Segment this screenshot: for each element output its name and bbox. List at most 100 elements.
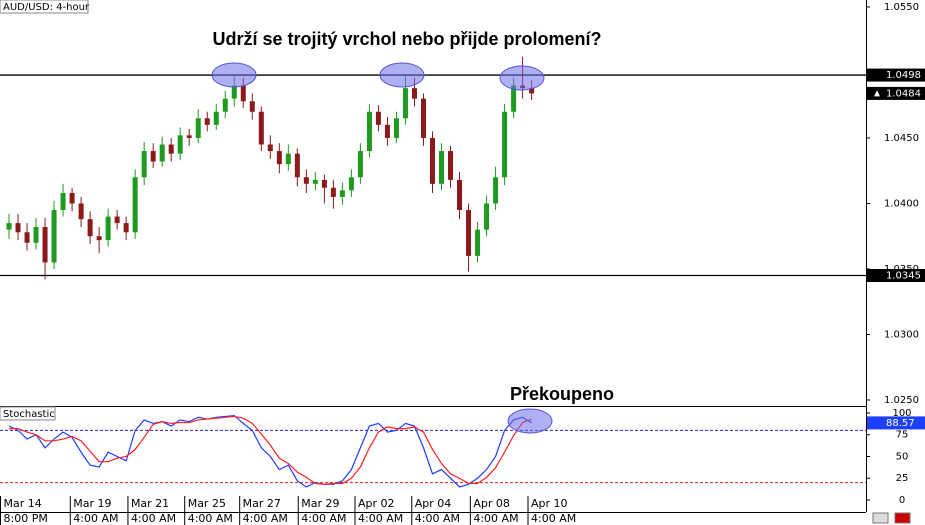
indicator-box [0,406,56,421]
y-tick-label: 1.0400 [884,198,919,209]
x-tick-label: Apr 08 [473,497,510,510]
x-tick-sublabel: 4:00 AM [358,512,403,525]
candle-body [204,118,210,125]
candle-body [78,203,84,220]
level-label: 1.0498 [886,70,921,81]
x-tick-sublabel: 4:00 AM [188,512,233,525]
candle-body [105,216,111,241]
chart-title: AUD/USD: 4-hour [3,2,90,13]
candle-body [159,144,165,162]
candle-body [420,98,426,138]
y-tick-label: 1.0550 [884,2,919,13]
y-tick-label: 0 [899,495,905,506]
level-box [867,68,925,82]
highlight [507,408,553,434]
icon[interactable] [872,512,889,524]
x-tick-sublabel: 4:00 AM [531,512,576,525]
candle-body [466,210,472,256]
candle-body [511,85,517,112]
level-box [867,269,925,283]
highlight [211,62,257,88]
candle-body [123,223,129,233]
indicator-title: Stochastic [3,409,55,420]
candle-body [141,151,147,178]
y-tick-label: 75 [896,430,909,441]
candle-body [177,135,183,154]
candle-body [502,111,508,178]
y-tick-label: 100 [892,408,911,419]
x-tick-label: Mar 19 [73,497,111,510]
x-tick-label: Apr 02 [358,497,395,510]
x-tick-label: Mar 25 [188,497,226,510]
candle-body [240,85,246,102]
x-tick-sublabel: 4:00 AM [73,512,118,525]
highlight [499,65,545,91]
candle-body [96,236,102,241]
candle-body [51,210,57,263]
x-tick-sublabel: 4:00 AM [415,512,460,525]
candle-body [321,179,327,188]
icon[interactable] [894,512,911,524]
candle-body [303,177,309,184]
y-tick-label: 1.0300 [884,329,919,340]
candle-body [132,177,138,233]
candle-body [222,98,228,112]
candle-body [357,151,363,178]
candle-body [60,192,66,211]
candle-body [475,229,481,256]
candle-body [195,118,201,138]
candle-body [448,151,454,180]
candle-body [312,179,318,184]
x-tick-sublabel: 4:00 AM [473,512,518,525]
candle-body [213,111,219,125]
candle-body [439,151,445,184]
candle-body [393,118,399,138]
x-tick-label: Mar 29 [301,497,339,510]
candle-body [493,177,499,204]
candle-body [529,88,535,94]
x-tick-sublabel: 4:00 AM [243,512,288,525]
price-label: 1.0484 [886,88,921,99]
y-tick-label: 1.0450 [884,133,919,144]
stochastic-line [9,415,532,485]
x-tick-label: Apr 04 [415,497,452,510]
candle-body [69,192,75,204]
candle-body [285,153,291,165]
price-marker [874,90,880,97]
candle-body [457,179,463,211]
annotation: Udrží se trojitý vrchol nebo přijde prol… [212,29,601,49]
candle-body [366,111,372,152]
candle-body [168,144,174,154]
candle-body [411,88,417,99]
y-tick-label: 50 [896,451,909,462]
price-box [867,86,925,100]
y-tick-label: 25 [896,473,909,484]
candle-body [348,177,354,191]
candle-body [15,223,21,233]
candle-body [249,101,255,112]
candle-body [87,219,93,237]
candle-body [42,227,48,263]
candle-body [402,88,408,119]
candle-body [339,190,345,197]
stochastic-line [8,414,532,488]
candle-body [231,85,237,99]
annotation: Překoupeno [510,384,614,404]
x-tick-sublabel: 4:00 AM [131,512,176,525]
x-tick-sublabel: 4:00 AM [301,512,346,525]
candle-body [294,153,300,178]
value-label: 88.57 [886,418,915,429]
candle-body [114,216,120,224]
highlight [379,62,425,88]
x-tick-sublabel: 8:00 PM [4,512,48,525]
candle-body [375,111,381,125]
candle-body [186,135,192,138]
candle-body [384,124,390,138]
y-tick-label: 1.0250 [884,395,919,406]
x-tick-label: Apr 10 [531,497,568,510]
candle-body [6,223,12,230]
candle-body [267,144,273,152]
